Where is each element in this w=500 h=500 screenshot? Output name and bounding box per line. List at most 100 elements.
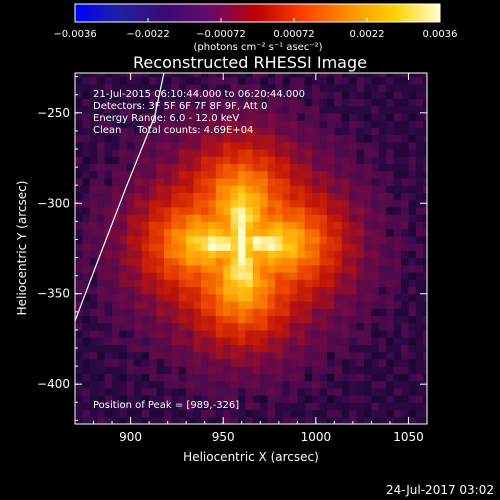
heatmap-cell bbox=[141, 98, 150, 107]
heatmap-cell bbox=[178, 373, 187, 382]
heatmap-cell bbox=[215, 192, 224, 201]
heatmap-cell bbox=[238, 272, 247, 280]
heatmap-cell bbox=[364, 170, 373, 179]
heatmap-cell bbox=[289, 402, 298, 411]
heatmap-cell bbox=[356, 351, 365, 360]
heatmap-cell bbox=[89, 279, 98, 288]
heatmap-cell bbox=[334, 156, 343, 165]
heatmap-cell bbox=[341, 387, 350, 396]
heatmap-cell bbox=[208, 177, 217, 186]
heatmap-cell bbox=[319, 120, 328, 128]
heatmap-cell bbox=[267, 163, 276, 172]
heatmap-cell bbox=[319, 156, 328, 165]
heatmap-cell bbox=[89, 98, 98, 107]
heatmap-cell bbox=[349, 380, 358, 389]
heatmap-cell bbox=[208, 380, 217, 389]
heatmap-cell bbox=[356, 163, 365, 172]
heatmap-cell bbox=[215, 206, 224, 215]
heatmap-cell bbox=[408, 380, 417, 389]
heatmap-cell bbox=[378, 395, 387, 403]
heatmap-cell bbox=[97, 91, 106, 99]
heatmap-cell bbox=[134, 76, 143, 85]
heatmap-cell bbox=[119, 380, 128, 389]
heatmap-cell bbox=[82, 73, 91, 78]
heatmap-cell bbox=[334, 308, 343, 317]
heatmap-cell bbox=[312, 264, 321, 273]
heatmap-cell bbox=[297, 337, 306, 345]
heatmap-cell bbox=[200, 337, 209, 345]
heatmap-cell bbox=[297, 293, 306, 302]
heatmap-cell bbox=[75, 127, 84, 136]
heatmap-cell bbox=[386, 329, 395, 338]
heatmap-cell bbox=[171, 206, 180, 215]
heatmap-cell bbox=[238, 170, 247, 179]
heatmap-cell bbox=[238, 337, 247, 345]
heatmap-cell bbox=[245, 416, 254, 424]
heatmap-cell bbox=[356, 315, 365, 324]
heatmap-cell bbox=[193, 300, 202, 309]
heatmap-cell bbox=[208, 170, 217, 179]
heatmap-cell bbox=[378, 185, 387, 194]
heatmap-cell bbox=[252, 395, 261, 403]
heatmap-cell bbox=[334, 170, 343, 179]
heatmap-cell bbox=[386, 185, 395, 194]
heatmap-cell bbox=[341, 73, 350, 78]
heatmap-cell bbox=[193, 73, 202, 78]
heatmap-cell bbox=[178, 156, 187, 165]
heatmap-cell bbox=[186, 83, 195, 92]
heatmap-cell bbox=[371, 199, 380, 208]
heatmap-cell bbox=[364, 148, 373, 157]
heatmap-cell bbox=[97, 235, 106, 244]
heatmap-cell bbox=[141, 300, 150, 309]
heatmap-cell bbox=[97, 264, 106, 273]
heatmap-cell bbox=[423, 322, 427, 331]
heatmap-cell bbox=[230, 315, 239, 324]
heatmap-cell bbox=[282, 91, 291, 99]
heatmap-cell bbox=[386, 228, 395, 237]
heatmap-cell bbox=[423, 91, 427, 99]
heatmap-cell bbox=[208, 156, 217, 165]
heatmap-cell bbox=[104, 373, 113, 382]
heatmap-cell bbox=[415, 185, 424, 194]
heatmap-cell bbox=[75, 337, 84, 345]
heatmap-cell bbox=[282, 337, 291, 345]
heatmap-cell bbox=[319, 300, 328, 309]
heatmap-cell bbox=[223, 358, 232, 367]
heatmap-cell bbox=[304, 199, 313, 208]
heatmap-cell bbox=[334, 214, 343, 222]
heatmap-cell bbox=[97, 373, 106, 382]
heatmap-cell bbox=[89, 337, 98, 345]
heatmap-cell bbox=[312, 308, 321, 317]
heatmap-cell bbox=[289, 315, 298, 324]
heatmap-cell bbox=[193, 366, 202, 374]
heatmap-cell bbox=[312, 344, 321, 353]
heatmap-cell bbox=[112, 293, 121, 302]
heatmap-cell bbox=[178, 228, 187, 237]
heatmap-cell bbox=[156, 148, 165, 157]
heatmap-cell bbox=[319, 351, 328, 360]
heatmap-cell bbox=[349, 163, 358, 172]
heatmap-cell bbox=[334, 185, 343, 194]
heatmap-cell bbox=[163, 206, 172, 215]
heatmap-cell bbox=[171, 221, 180, 230]
heatmap-cell bbox=[282, 76, 291, 85]
heatmap-cell bbox=[104, 127, 113, 136]
colorbar-tick-label: −0.0022 bbox=[126, 29, 169, 40]
heatmap-cell bbox=[119, 76, 128, 85]
heatmap-cell bbox=[193, 250, 202, 259]
heatmap-cell bbox=[408, 206, 417, 215]
heatmap-cell bbox=[386, 148, 395, 157]
heatmap-cell bbox=[126, 409, 135, 418]
heatmap-cell bbox=[364, 98, 373, 107]
heatmap-cell bbox=[356, 243, 365, 251]
heatmap-cell bbox=[349, 337, 358, 345]
heatmap-cell bbox=[415, 235, 424, 244]
heatmap-cell bbox=[334, 98, 343, 107]
heatmap-cell bbox=[319, 358, 328, 367]
heatmap-cell bbox=[349, 329, 358, 338]
heatmap-cell bbox=[349, 185, 358, 194]
heatmap-cell bbox=[349, 250, 358, 259]
heatmap-cell bbox=[319, 264, 328, 273]
heatmap-cell bbox=[304, 221, 313, 230]
heatmap-cell bbox=[408, 112, 417, 121]
